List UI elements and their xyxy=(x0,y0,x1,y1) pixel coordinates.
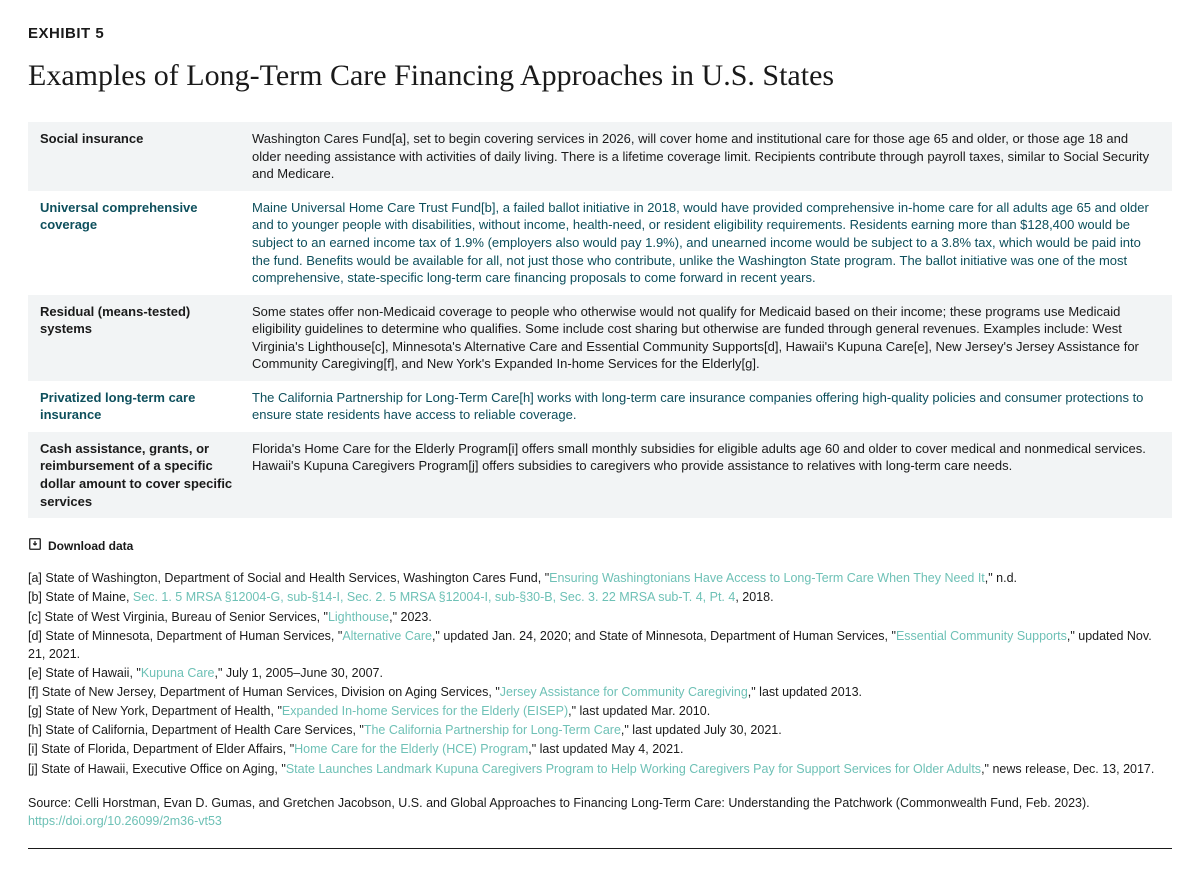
footnote: [e] State of Hawaii, "Kupuna Care," July… xyxy=(28,664,1172,682)
page-title: Examples of Long-Term Care Financing App… xyxy=(28,58,1172,94)
row-label: Residual (means-tested) systems xyxy=(28,295,248,381)
footnote-link[interactable]: The California Partnership for Long-Term… xyxy=(364,723,621,737)
row-description: Florida's Home Care for the Elderly Prog… xyxy=(248,432,1172,518)
row-description: Washington Cares Fund[a], set to begin c… xyxy=(248,122,1172,191)
footnote-link[interactable]: Essential Community Supports xyxy=(896,629,1067,643)
financing-table: Social insuranceWashington Cares Fund[a]… xyxy=(28,122,1172,519)
source-citation: Source: Celli Horstman, Evan D. Gumas, a… xyxy=(28,794,1172,830)
footnote: [a] State of Washington, Department of S… xyxy=(28,569,1172,587)
row-description: The California Partnership for Long-Term… xyxy=(248,381,1172,432)
table-row: Cash assistance, grants, or reimbursemen… xyxy=(28,432,1172,518)
row-label: Privatized long-term care insurance xyxy=(28,381,248,432)
footnote-link[interactable]: Ensuring Washingtonians Have Access to L… xyxy=(549,571,985,585)
bottom-rule xyxy=(28,848,1172,849)
footnote-link[interactable]: Jersey Assistance for Community Caregivi… xyxy=(500,685,748,699)
download-icon xyxy=(28,537,42,555)
footnote-link[interactable]: Alternative Care xyxy=(342,629,432,643)
footnote: [i] State of Florida, Department of Elde… xyxy=(28,740,1172,758)
footnote: [d] State of Minnesota, Department of Hu… xyxy=(28,627,1172,663)
row-label: Universal comprehensive coverage xyxy=(28,191,248,295)
footnote: [j] State of Hawaii, Executive Office on… xyxy=(28,760,1172,778)
table-row: Social insuranceWashington Cares Fund[a]… xyxy=(28,122,1172,191)
footnote: [f] State of New Jersey, Department of H… xyxy=(28,683,1172,701)
footnote-link[interactable]: Lighthouse xyxy=(328,610,389,624)
footnote-link[interactable]: Home Care for the Elderly (HCE) Program xyxy=(294,742,528,756)
exhibit-label: EXHIBIT 5 xyxy=(28,24,1172,44)
row-description: Some states offer non-Medicaid coverage … xyxy=(248,295,1172,381)
footnote: [c] State of West Virginia, Bureau of Se… xyxy=(28,608,1172,626)
table-row: Privatized long-term care insuranceThe C… xyxy=(28,381,1172,432)
source-text: Source: Celli Horstman, Evan D. Gumas, a… xyxy=(28,796,1090,810)
download-button[interactable]: Download data xyxy=(28,537,133,555)
row-label: Social insurance xyxy=(28,122,248,191)
table-row: Residual (means-tested) systemsSome stat… xyxy=(28,295,1172,381)
footnote: [g] State of New York, Department of Hea… xyxy=(28,702,1172,720)
footnote-link[interactable]: State Launches Landmark Kupuna Caregiver… xyxy=(286,762,981,776)
footnote-link[interactable]: Kupuna Care xyxy=(141,666,215,680)
footnote-link[interactable]: Expanded In-home Services for the Elderl… xyxy=(282,704,568,718)
footnote: [b] State of Maine, Sec. 1. 5 MRSA §1200… xyxy=(28,588,1172,606)
source-link[interactable]: https://doi.org/10.26099/2m36-vt53 xyxy=(28,814,222,828)
download-label: Download data xyxy=(48,538,133,554)
footnote-link[interactable]: Sec. 1. 5 MRSA §12004-G, sub-§14-I, Sec.… xyxy=(133,590,735,604)
footnotes: [a] State of Washington, Department of S… xyxy=(28,569,1172,777)
footnote: [h] State of California, Department of H… xyxy=(28,721,1172,739)
row-description: Maine Universal Home Care Trust Fund[b],… xyxy=(248,191,1172,295)
table-row: Universal comprehensive coverageMaine Un… xyxy=(28,191,1172,295)
row-label: Cash assistance, grants, or reimbursemen… xyxy=(28,432,248,518)
